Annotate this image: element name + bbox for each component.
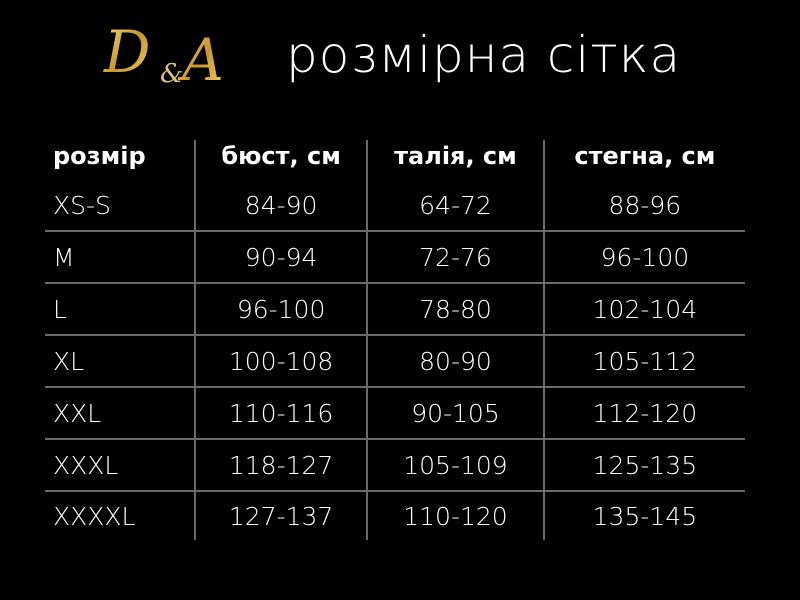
cell-hips: 88-96 (542, 180, 745, 231)
header-size: розмір (53, 142, 146, 170)
cell-bust: 96-100 (193, 283, 368, 335)
cell-bust: 127-137 (193, 491, 368, 540)
cell-waist: 105-109 (366, 439, 544, 491)
cell-hips: 135-145 (542, 491, 745, 540)
header-waist: талія, см (366, 140, 544, 180)
cell-size: XXXXL (53, 501, 136, 531)
cell-bust: 84-90 (193, 180, 368, 231)
table-row: M 90-94 72-76 96-100 (45, 231, 745, 283)
svg-text:A: A (177, 26, 224, 94)
table-row: XXXL 118-127 105-109 125-135 (45, 439, 745, 491)
cell-size: M (53, 242, 75, 272)
cell-bust: 90-94 (193, 231, 368, 283)
cell-hips: 125-135 (542, 439, 745, 491)
svg-text:D: D (103, 18, 151, 86)
cell-waist: 78-80 (366, 283, 544, 335)
cell-hips: 105-112 (542, 335, 745, 387)
cell-waist: 80-90 (366, 335, 544, 387)
cell-waist: 90-105 (366, 387, 544, 439)
table-row: XS-S 84-90 64-72 88-96 (45, 180, 745, 231)
table-header-row: розмір бюст, см талія, см стегна, см (45, 140, 745, 180)
cell-hips: 102-104 (542, 283, 745, 335)
svg-text:&: & (160, 59, 183, 89)
cell-size: L (53, 294, 67, 324)
cell-bust: 118-127 (193, 439, 368, 491)
table-row: XL 100-108 80-90 105-112 (45, 335, 745, 387)
cell-size: XXXL (53, 450, 119, 480)
cell-bust: 100-108 (193, 335, 368, 387)
table-row: XXL 110-116 90-105 112-120 (45, 387, 745, 439)
cell-waist: 64-72 (366, 180, 544, 231)
brand-logo: D & A (103, 18, 224, 94)
cell-hips: 96-100 (542, 231, 745, 283)
cell-size: XS-S (53, 190, 111, 220)
header-bust: бюст, см (193, 140, 368, 180)
cell-bust: 110-116 (193, 387, 368, 439)
cell-waist: 72-76 (366, 231, 544, 283)
cell-size: XXL (53, 398, 102, 428)
size-table: розмір бюст, см талія, см стегна, см XS-… (45, 140, 745, 540)
table-row: L 96-100 78-80 102-104 (45, 283, 745, 335)
table-row: XXXXL 127-137 110-120 135-145 (45, 491, 745, 540)
cell-waist: 110-120 (366, 491, 544, 540)
page-title: розмірна сітка (286, 26, 682, 84)
cell-size: XL (53, 346, 85, 376)
header-hips: стегна, см (542, 140, 745, 180)
cell-hips: 112-120 (542, 387, 745, 439)
